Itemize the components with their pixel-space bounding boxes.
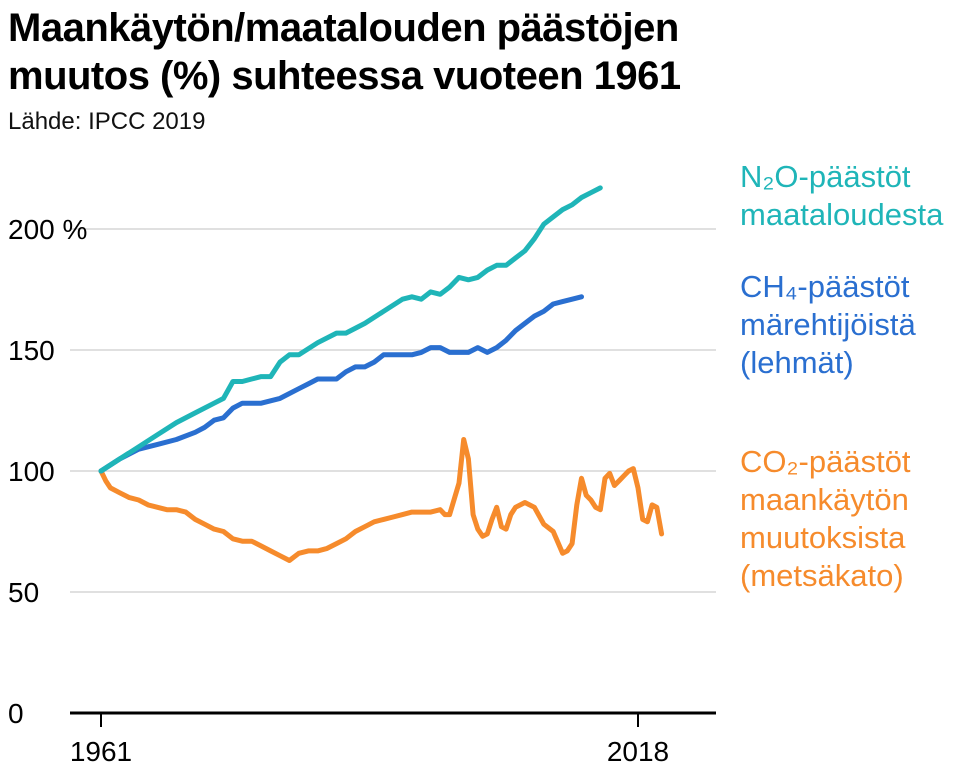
x-tick-label-1961: 1961 <box>70 736 132 767</box>
legend-ch4: CH₄-päästöt märehtijöistä (lehmät) <box>740 268 916 382</box>
gridlines <box>70 228 716 593</box>
series-line-co2 <box>98 437 665 563</box>
source-note: Lähde: IPCC 2019 <box>8 108 206 135</box>
legend-co2-line-1: CO₂-päästöt <box>740 444 911 479</box>
y-tick-label-200: 200 % <box>8 214 87 245</box>
legend-co2-line-3: muutoksista <box>740 520 906 555</box>
legend-co2-line-2: maankäytön <box>740 482 909 517</box>
legend-ch4-line-2: märehtijöistä <box>740 307 916 342</box>
series-line-ch4 <box>98 294 584 474</box>
chart-title: Maankäytön/maatalouden päästöjen muutos … <box>8 4 728 100</box>
axes <box>70 711 716 727</box>
series-lines <box>98 185 665 563</box>
y-tick-label-50: 50 <box>8 577 39 608</box>
series-line-n2o <box>98 185 603 474</box>
legend-n2o-line-2: maataloudesta <box>740 197 944 232</box>
y-tick-label-150: 150 <box>8 335 55 366</box>
legend-n2o: N₂O-päästöt maataloudesta <box>740 158 943 234</box>
tick-labels: 0 50 100 150 200 % 1961 2018 <box>8 214 669 767</box>
y-tick-label-0: 0 <box>8 698 24 729</box>
legend-co2-line-4: (metsäkato) <box>740 558 904 593</box>
legend-ch4-line-1: CH₄-päästöt <box>740 269 910 304</box>
x-tick-label-2018: 2018 <box>607 736 669 767</box>
legend-co2: CO₂-päästöt maankäytön muutoksista (mets… <box>740 443 911 595</box>
y-tick-label-100: 100 <box>8 456 55 487</box>
legend-n2o-line-1: N₂O-päästöt <box>740 159 911 194</box>
chart-title-line-2: muutos (%) suhteessa vuoteen 1961 <box>8 54 681 98</box>
chart-title-line-1: Maankäytön/maatalouden päästöjen <box>8 6 679 50</box>
legend-ch4-line-3: (lehmät) <box>740 345 854 380</box>
